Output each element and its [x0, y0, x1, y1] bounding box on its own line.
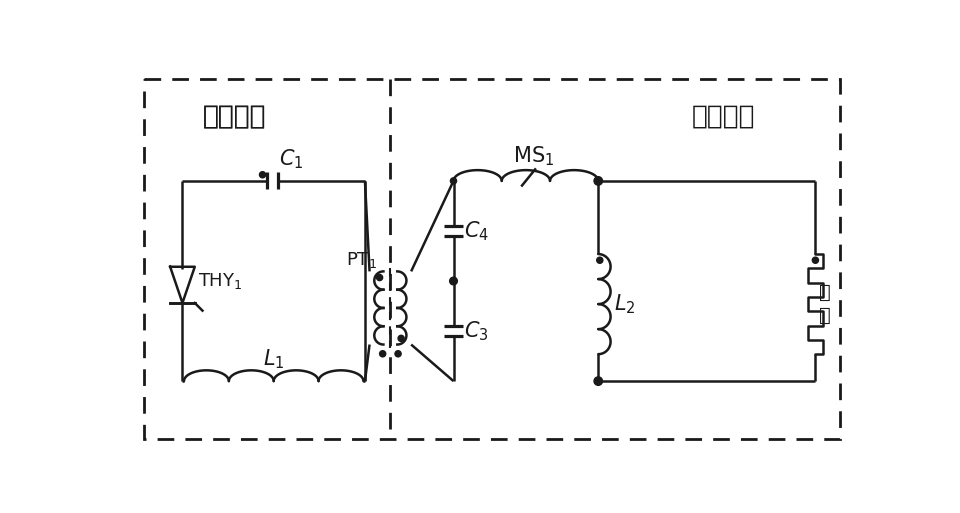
Text: $\mathrm{THY}_1$: $\mathrm{THY}_1$: [198, 271, 243, 291]
Text: $\mathrm{MS}_1$: $\mathrm{MS}_1$: [513, 145, 554, 168]
Circle shape: [594, 377, 603, 385]
Text: $L_2$: $L_2$: [613, 292, 636, 316]
Circle shape: [449, 277, 457, 285]
Text: $L_1$: $L_1$: [263, 348, 284, 371]
Text: 高压部分: 高压部分: [691, 104, 755, 130]
Text: 负: 负: [819, 283, 831, 302]
Circle shape: [450, 178, 457, 184]
Circle shape: [376, 274, 383, 281]
Circle shape: [597, 257, 603, 263]
Text: 低压部分: 低压部分: [203, 104, 266, 130]
Text: 低压部分: 低压部分: [203, 104, 266, 130]
Circle shape: [594, 176, 603, 185]
Circle shape: [812, 257, 819, 263]
Text: 载: 载: [819, 306, 831, 325]
Circle shape: [398, 336, 404, 342]
Text: $C_4$: $C_4$: [465, 219, 490, 243]
Circle shape: [379, 351, 386, 357]
Text: $\mathrm{PT}_1$: $\mathrm{PT}_1$: [346, 250, 376, 270]
Circle shape: [395, 351, 401, 357]
Text: $C_3$: $C_3$: [465, 319, 489, 343]
Circle shape: [259, 172, 266, 178]
Text: $C_1$: $C_1$: [278, 148, 303, 171]
